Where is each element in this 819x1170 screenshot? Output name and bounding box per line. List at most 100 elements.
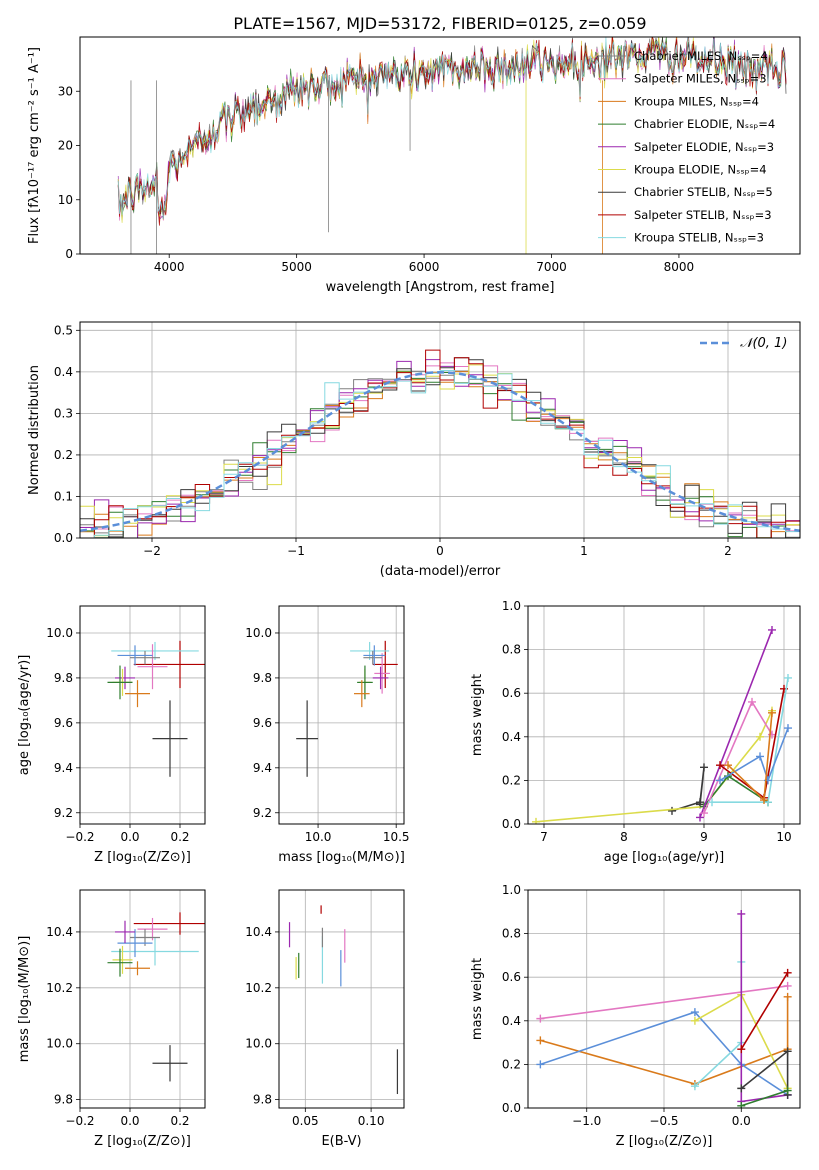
weight-line (694, 961, 743, 1087)
axes-frame (79, 605, 206, 825)
weight-marker (783, 968, 792, 977)
x-tick-label: 0.0 (120, 1114, 139, 1128)
x-axis-label: Z [log₁₀(Z/Z⊙)] (94, 1134, 191, 1149)
weight-marker (724, 761, 732, 770)
x-tick-label: 0.2 (170, 830, 189, 844)
weight-line (699, 629, 773, 818)
residuals-panel: −2 −1 0 1 2 0.0 0.1 0.2 0.3 0.4 0.5 (data-model)/er… (27, 321, 801, 579)
weight-line (540, 985, 788, 1020)
x-tick-label: 10 (776, 830, 791, 844)
weight-marker (700, 763, 708, 772)
y-tick-label: 9.6 (54, 716, 73, 730)
y-tick-label: 9.4 (54, 761, 73, 775)
histogram-step (80, 349, 800, 538)
legend-label: Kroupa ELODIE, Nₛₛₚ=4 (634, 163, 767, 177)
axes-frame (527, 889, 801, 1109)
y-tick-label: 0.1 (54, 489, 73, 503)
y-tick-label: 10.0 (245, 626, 272, 640)
spectrum-line (117, 37, 787, 220)
y-tick-label: 0.6 (502, 686, 521, 700)
weight-marker (737, 1101, 746, 1108)
plot-area (107, 640, 205, 777)
legend-label: Kroupa MILES, Nₛₛₚ=4 (634, 94, 759, 108)
y-tick-label: 20 (58, 139, 73, 153)
y-tick-label: 0.0 (502, 817, 521, 831)
y-tick-label: 0.8 (502, 927, 521, 941)
x-tick-label: −1 (287, 544, 305, 558)
x-axis-label: wavelength [Angstrom, rest frame] (326, 280, 555, 295)
weight-marker (690, 1008, 699, 1017)
weight-marker (783, 981, 792, 990)
mass-vs-z-panel: −0.2 0.0 0.2 9.8 10.0 10.2 10.4 Z [log₁₀(Z/Z⊙)]… (17, 889, 206, 1149)
y-tick-label: 0.2 (54, 448, 73, 462)
y-axis-label: mass weight (470, 674, 485, 756)
weight-marker (784, 673, 792, 682)
plot-area (532, 625, 792, 824)
plot-area (117, 37, 787, 254)
weight-marker (756, 732, 764, 741)
weight-line (540, 1011, 789, 1096)
axes-frame (79, 321, 801, 539)
y-axis-label: Normed distribution (27, 365, 42, 495)
y-tick-label: 0.4 (502, 1014, 521, 1028)
x-tick-label: 0.05 (292, 1114, 319, 1128)
weight-marker (783, 992, 792, 1001)
weight-marker (696, 813, 704, 822)
weight-line (740, 972, 789, 1050)
weight-marker (536, 1060, 545, 1069)
mass-vs-ebv-panel: 0.05 0.10 9.8 10.0 10.2 10.4 E(B-V) (245, 889, 405, 1149)
x-tick-label: 5000 (281, 260, 312, 274)
age-vs-mass-panel: 10.0 10.5 9.2 9.4 9.6 9.8 10.0 mass [log₁₀(M/M⊙… (245, 605, 410, 865)
weight-line (535, 710, 773, 823)
x-tick-label: −0.5 (649, 1114, 678, 1128)
x-tick-label: 1 (580, 544, 588, 558)
x-tick-label: 0.2 (170, 1114, 189, 1128)
weight-marker (768, 708, 776, 717)
x-axis-label: (data-model)/error (380, 564, 501, 579)
y-tick-label: 1.0 (502, 599, 521, 613)
y-tick-label: 0.4 (54, 365, 73, 379)
axes-frame (79, 36, 801, 255)
x-tick-label: 7000 (536, 260, 567, 274)
figure-title: PLATE=1567, MJD=53172, FIBERID=0125, z=0… (233, 14, 646, 33)
x-tick-label: 7 (540, 830, 548, 844)
y-tick-label: 10.4 (245, 925, 272, 939)
weight-marker (716, 761, 724, 770)
weight-marker (690, 1016, 699, 1025)
x-tick-label: 0 (436, 544, 444, 558)
y-tick-label: 1.0 (502, 883, 521, 897)
weight-line (741, 1089, 788, 1107)
weight-marker (784, 724, 792, 733)
y-tick-label: 0 (65, 247, 73, 261)
y-tick-label: 0.2 (502, 773, 521, 787)
plot-area (296, 640, 398, 777)
axes-frame (278, 889, 405, 1109)
legend: Chabrier MILES, Nₛₛₚ=4 Salpeter MILES, Nₛ… (598, 49, 775, 245)
weight-marker (737, 1045, 746, 1054)
y-tick-label: 10 (58, 193, 73, 207)
y-axis-label: Flux [fλ10⁻¹⁷ erg cm⁻² s⁻¹ A⁻¹] (27, 47, 42, 244)
x-axis-label: mass [log₁₀(M/M⊙)] (278, 850, 405, 865)
weight-marker (668, 806, 676, 815)
plot-area (536, 909, 792, 1108)
x-tick-label: −1.0 (572, 1114, 601, 1128)
weight-vs-age-panel: 7 8 9 10 0.0 0.2 0.4 0.6 0.8 1.0 age [log₁₀(age/yr… (470, 599, 801, 865)
y-tick-label: 10.0 (245, 1037, 272, 1051)
y-tick-label: 10.2 (245, 981, 272, 995)
x-tick-label: −0.2 (65, 830, 94, 844)
x-tick-label: 0.0 (120, 830, 139, 844)
y-axis-label: age [log₁₀(age/yr)] (17, 655, 32, 776)
y-tick-label: 9.2 (253, 806, 272, 820)
weight-marker (536, 1014, 545, 1023)
y-tick-label: 10.2 (46, 981, 73, 995)
y-tick-label: 0.3 (54, 406, 73, 420)
legend-label: Salpeter MILES, Nₛₛₚ=3 (634, 72, 767, 86)
x-axis-label: age [log₁₀(age/yr)] (604, 850, 725, 865)
weight-marker (716, 776, 724, 785)
x-tick-label: 9 (700, 830, 708, 844)
x-tick-label: −2 (143, 544, 161, 558)
weight-vs-z-panel: −1.0 −0.5 0.0 0.0 0.2 0.4 0.6 0.8 1.0 Z [log₁₀(Z/… (470, 883, 801, 1149)
y-tick-label: 0.4 (502, 730, 521, 744)
x-tick-label: 10.5 (383, 830, 410, 844)
y-tick-label: 9.8 (253, 671, 272, 685)
